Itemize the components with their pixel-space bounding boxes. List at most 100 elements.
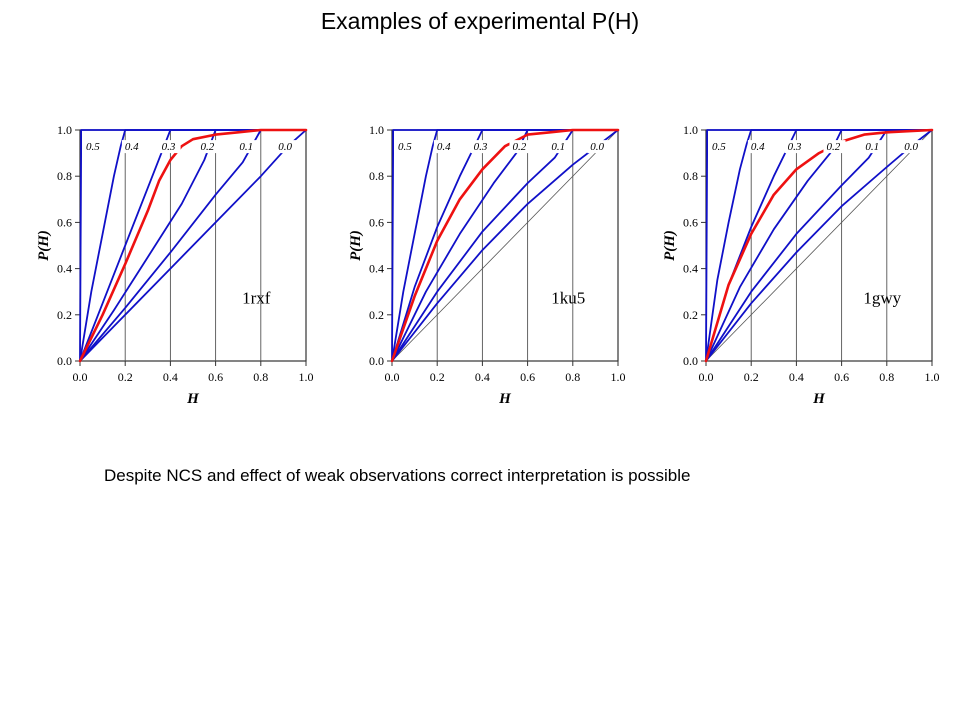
y-axis-label: P(H) (348, 230, 364, 261)
chart-1gwy: 0.0 0.2 0.4 0.6 0.8 1.0 0.0 0.2 0.4 0.6 0.8 1.0 H P(H… (662, 123, 940, 407)
curve-label: 0.3 (474, 141, 488, 153)
x-tick-label: 0.6 (208, 370, 223, 384)
curve-label: 0.0 (590, 141, 604, 153)
series-line-highlight (390, 128, 620, 363)
x-tick-label: 0.2 (118, 370, 133, 384)
series-line-0.2 (705, 129, 933, 362)
curve-label: 0.1 (551, 141, 565, 153)
curve-label: 0.1 (239, 141, 253, 153)
x-tick-label: 0.4 (789, 370, 804, 384)
x-tick-label: 0.6 (834, 370, 849, 384)
x-tick-label: 0.2 (430, 370, 445, 384)
curve-label-bg (275, 140, 298, 154)
x-tick-label: 0.8 (253, 370, 268, 384)
series-line-0.1 (705, 129, 933, 362)
caption-text: Despite NCS and effect of weak observati… (104, 466, 691, 485)
structure-label: 1rxf (242, 288, 271, 307)
curve-label: 0.5 (398, 141, 412, 153)
y-tick-label: 0.8 (369, 169, 384, 183)
y-tick-label: 1.0 (57, 123, 72, 137)
curve-label-bg (823, 140, 846, 154)
x-tick-label: 0.6 (520, 370, 535, 384)
y-tick-label: 0.2 (57, 308, 72, 322)
y-tick-label: 0.4 (369, 262, 384, 276)
curve-label-bg (433, 140, 456, 154)
x-tick-label: 0.0 (385, 370, 400, 384)
chart-1ku5: 0.0 0.2 0.4 0.6 0.8 1.0 0.0 0.2 0.4 0.6 0.8 1.0 H P(H… (348, 123, 626, 407)
y-tick-label: 0.0 (683, 354, 698, 368)
series-line-0.4 (79, 129, 307, 362)
curve-label-bg (587, 140, 610, 154)
chart-1rxf: 0.0 0.2 0.4 0.6 0.8 1.0 0.0 0.2 0.4 0.6 0.8 1.0 H P(H… (36, 123, 314, 407)
x-tick-label: 0.8 (879, 370, 894, 384)
diagonal-line (705, 129, 933, 362)
x-tick-label: 1.0 (611, 370, 626, 384)
x-tick-label: 0.8 (565, 370, 580, 384)
curve-label: 0.4 (437, 141, 451, 153)
y-tick-label: 0.4 (683, 262, 698, 276)
curve-label-bg (197, 140, 220, 154)
curve-label: 0.5 (86, 141, 100, 153)
chart-panel-1gwy: 0.0 0.2 0.4 0.6 0.8 1.0 0.0 0.2 0.4 0.6 0.8 1.0 H P(H… (662, 122, 952, 417)
y-tick-label: 0.0 (57, 354, 72, 368)
curve-label: 0.3 (788, 141, 802, 153)
curve-label-bg (901, 140, 924, 154)
x-axis-label: H (498, 391, 512, 407)
y-tick-label: 0.8 (57, 169, 72, 183)
y-tick-label: 0.2 (369, 308, 384, 322)
curve-label: 0.2 (512, 141, 526, 153)
x-tick-label: 0.0 (699, 370, 714, 384)
y-tick-label: 0.0 (369, 354, 384, 368)
chart-panel-1ku5: 0.0 0.2 0.4 0.6 0.8 1.0 0.0 0.2 0.4 0.6 0.8 1.0 H P(H… (348, 122, 638, 417)
curve-label-bg (862, 140, 885, 154)
curve-label-bg (121, 140, 144, 154)
curve-label-bg (83, 140, 105, 154)
series-line-0.3 (391, 129, 619, 362)
y-tick-label: 0.6 (683, 215, 698, 229)
chart-panel-1rxf: 0.0 0.2 0.4 0.6 0.8 1.0 0.0 0.2 0.4 0.6 0.8 1.0 H P(H… (36, 122, 326, 417)
structure-label: 1ku5 (551, 288, 585, 307)
diagonal-line (391, 129, 619, 362)
curve-label: 0.2 (826, 141, 840, 153)
y-tick-label: 0.8 (683, 169, 698, 183)
curve-label-bg (509, 140, 532, 154)
y-tick-label: 1.0 (683, 123, 698, 137)
y-axis-label: P(H) (662, 230, 678, 261)
series-line-0.4 (705, 129, 933, 362)
y-tick-label: 0.4 (57, 262, 72, 276)
curve-label: 0.4 (125, 141, 139, 153)
series-line-0.3 (79, 129, 307, 362)
x-tick-label: 0.4 (475, 370, 490, 384)
x-tick-label: 0.0 (73, 370, 88, 384)
curve-label: 0.1 (865, 141, 879, 153)
curve-label: 0.0 (278, 141, 292, 153)
x-axis-label: H (812, 391, 826, 407)
curve-label: 0.0 (904, 141, 918, 153)
curve-label: 0.4 (751, 141, 765, 153)
curve-label-bg (709, 140, 731, 154)
x-tick-label: 0.2 (744, 370, 759, 384)
y-tick-label: 0.6 (369, 215, 384, 229)
y-tick-label: 1.0 (369, 123, 384, 137)
y-axis-label: P(H) (36, 230, 52, 261)
x-axis-label: H (186, 391, 200, 407)
x-tick-label: 1.0 (299, 370, 314, 384)
series-line-highlight (704, 128, 934, 363)
y-tick-label: 0.6 (57, 215, 72, 229)
x-tick-label: 1.0 (925, 370, 940, 384)
structure-label: 1gwy (863, 288, 901, 307)
page-title: Examples of experimental P(H) (320, 8, 640, 34)
curve-label-bg (784, 140, 807, 154)
series-line-0.2 (391, 129, 619, 362)
y-tick-label: 0.2 (683, 308, 698, 322)
curve-label: 0.5 (712, 141, 726, 153)
curve-label: 0.2 (200, 141, 214, 153)
curve-label-bg (236, 140, 259, 154)
curve-label-bg (395, 140, 417, 154)
curve-label-bg (470, 140, 493, 154)
curve-label-bg (158, 140, 181, 154)
curve-label-bg (548, 140, 571, 154)
series-line-highlight (78, 128, 308, 363)
series-line-0.2 (79, 129, 307, 362)
series-line-0.4 (391, 129, 619, 362)
